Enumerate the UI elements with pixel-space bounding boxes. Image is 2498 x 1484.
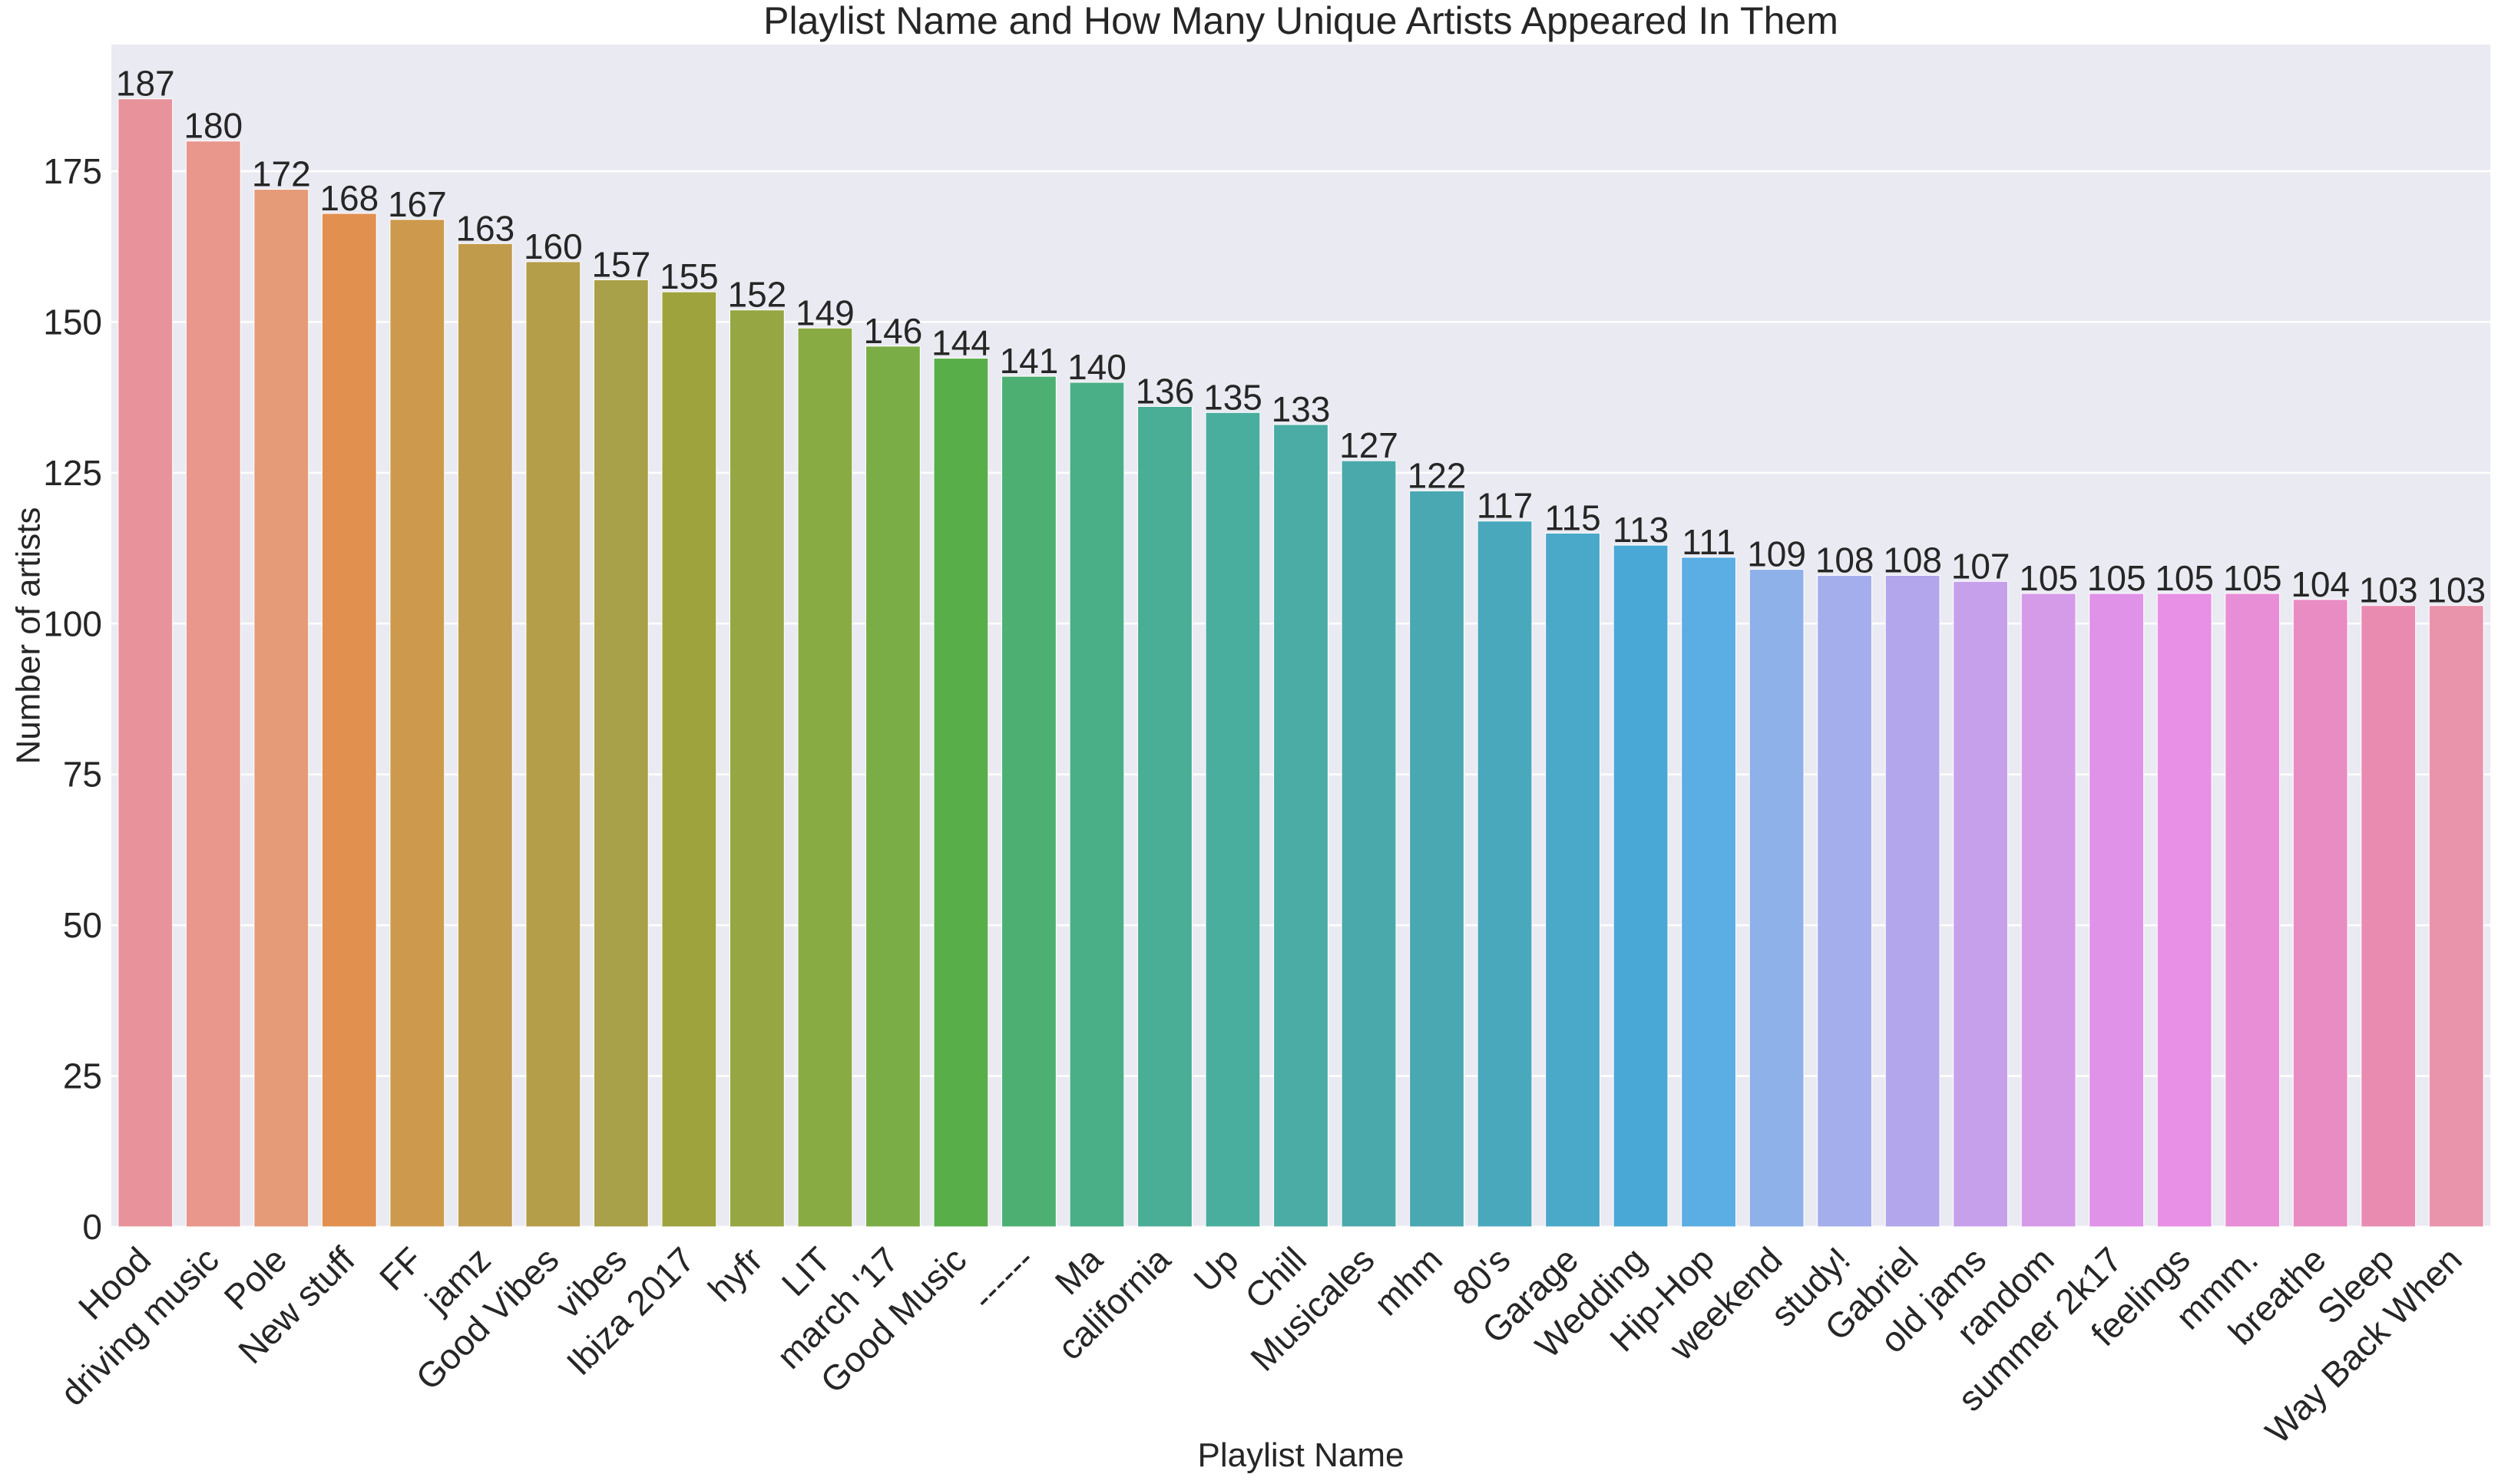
bar — [457, 243, 513, 1228]
x-axis-label: Playlist Name — [1198, 1436, 1405, 1474]
bar — [1953, 580, 2009, 1228]
bar-value-label: 163 — [455, 208, 514, 248]
bar-value-label: 104 — [2291, 564, 2350, 604]
bar — [1001, 375, 1057, 1228]
bar — [2020, 593, 2076, 1228]
bar — [253, 189, 309, 1228]
bar-value-label: 105 — [2223, 558, 2282, 598]
bar — [865, 345, 921, 1228]
bar-value-label: 160 — [524, 226, 583, 266]
bar-value-label: 113 — [1613, 510, 1669, 550]
bar-value-label: 155 — [660, 256, 719, 296]
y-tick-label: 125 — [43, 453, 102, 493]
y-tick-label: 175 — [43, 151, 102, 191]
bar-value-label: 133 — [1272, 389, 1331, 429]
chart-title: Playlist Name and How Many Unique Artist… — [763, 0, 1838, 42]
y-tick-label: 50 — [63, 905, 102, 945]
y-tick-label: 0 — [82, 1207, 102, 1247]
bar — [1749, 569, 1805, 1228]
bar-value-label: 105 — [2087, 558, 2146, 598]
bar — [797, 327, 853, 1228]
bar — [2361, 605, 2417, 1228]
x-tick-label: Up — [1186, 1239, 1246, 1299]
bar-value-label: 105 — [2019, 558, 2078, 598]
bars — [117, 98, 2484, 1228]
bar — [321, 213, 377, 1228]
bar-value-label: 146 — [864, 311, 923, 351]
bar — [2156, 593, 2212, 1228]
bar — [1069, 382, 1125, 1228]
bar — [1817, 574, 1873, 1228]
bar — [2225, 593, 2281, 1228]
bar — [185, 140, 241, 1228]
bar-value-label: 167 — [388, 184, 447, 224]
bar — [117, 98, 174, 1228]
bar-value-label: 149 — [796, 293, 855, 332]
bar — [1137, 405, 1193, 1228]
bar-value-label: 107 — [1951, 546, 2010, 586]
bar-value-label: 168 — [319, 178, 379, 218]
bar-value-label: 111 — [1682, 522, 1735, 562]
y-tick-label: 75 — [63, 755, 102, 795]
bar — [1341, 460, 1397, 1228]
bar — [525, 261, 581, 1228]
bar-value-label: 108 — [1815, 540, 1874, 580]
x-tick-label: mhm — [1366, 1239, 1450, 1323]
bar — [593, 279, 649, 1228]
bar — [2089, 593, 2145, 1228]
bar — [1273, 424, 1328, 1228]
bar-value-label: 103 — [2359, 570, 2418, 610]
bar-value-label: 108 — [1883, 540, 1942, 580]
bar-value-label: 136 — [1136, 371, 1195, 411]
bar-value-label: 152 — [728, 275, 787, 315]
bar — [1613, 544, 1669, 1228]
bar-value-label: 122 — [1408, 455, 1467, 495]
x-tick-label: hyfr — [700, 1239, 770, 1309]
bar — [2292, 599, 2348, 1228]
bar — [1545, 532, 1600, 1228]
y-tick-label: 100 — [43, 603, 102, 643]
bar — [389, 219, 445, 1228]
bar-value-label: 141 — [1000, 341, 1059, 381]
bar-value-label: 109 — [1747, 534, 1806, 574]
bar-value-label: 180 — [184, 106, 243, 146]
bar-value-label: 127 — [1339, 425, 1398, 465]
y-axis-label: Number of artists — [10, 507, 48, 765]
bar — [661, 291, 717, 1228]
bar — [1205, 411, 1261, 1228]
x-tick-label: ------ — [964, 1239, 1042, 1317]
bar — [1409, 490, 1464, 1228]
bar-value-label: 140 — [1067, 347, 1127, 387]
bar-value-label: 187 — [116, 64, 175, 104]
y-tick-label: 25 — [63, 1056, 102, 1096]
y-axis: 0 25 50 75 100 125 150 175 — [43, 151, 102, 1247]
bar-value-label: 115 — [1544, 497, 1600, 537]
bar-value-label: 157 — [591, 244, 650, 284]
bar — [933, 358, 989, 1228]
bar-value-label: 172 — [252, 154, 311, 194]
bar-value-label: 103 — [2427, 570, 2486, 610]
bar — [729, 309, 785, 1228]
bar — [1681, 557, 1736, 1228]
bar-value-label: 144 — [931, 323, 991, 363]
bar — [2428, 605, 2484, 1228]
bar-value-label: 135 — [1203, 377, 1262, 417]
bar-value-label: 117 — [1477, 486, 1533, 526]
bar — [1477, 521, 1533, 1228]
bar-value-label: 105 — [2155, 558, 2214, 598]
bar — [1884, 574, 1940, 1228]
y-tick-label: 150 — [43, 302, 102, 342]
